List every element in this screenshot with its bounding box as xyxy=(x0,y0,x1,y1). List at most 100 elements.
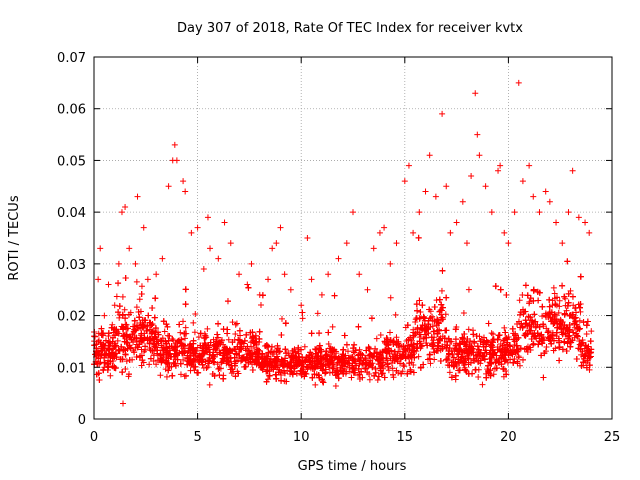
data-point xyxy=(190,319,197,326)
data-point xyxy=(404,322,411,329)
data-point xyxy=(383,341,390,348)
data-point xyxy=(257,301,264,308)
data-point xyxy=(237,332,244,339)
data-point xyxy=(448,374,455,381)
data-point xyxy=(564,302,571,309)
data-point xyxy=(359,360,366,367)
data-point xyxy=(410,369,417,376)
data-point xyxy=(371,372,378,379)
data-point xyxy=(550,337,557,344)
data-point xyxy=(559,282,566,289)
data-point xyxy=(238,339,245,346)
data-point xyxy=(532,333,539,340)
data-point xyxy=(119,293,126,300)
data-point xyxy=(514,342,521,349)
data-point xyxy=(414,307,421,314)
data-point xyxy=(273,375,280,382)
data-point xyxy=(266,368,273,375)
data-point xyxy=(151,314,158,321)
data-point xyxy=(206,381,213,388)
data-point xyxy=(186,356,193,363)
data-point xyxy=(545,335,552,342)
data-point xyxy=(381,374,388,381)
data-point xyxy=(202,332,209,339)
data-point xyxy=(116,348,123,355)
data-point xyxy=(346,354,353,361)
data-point xyxy=(384,355,391,362)
data-point xyxy=(267,358,274,365)
data-point xyxy=(266,359,273,366)
data-point xyxy=(229,339,236,346)
data-point xyxy=(555,309,562,316)
data-point xyxy=(337,364,344,371)
data-point xyxy=(431,349,438,356)
data-point xyxy=(165,363,172,370)
data-point xyxy=(517,324,524,331)
data-point xyxy=(464,355,471,362)
data-point xyxy=(566,322,573,329)
data-point xyxy=(549,331,556,338)
data-point xyxy=(387,294,394,301)
data-point xyxy=(153,325,160,332)
data-point xyxy=(122,315,129,322)
data-point xyxy=(123,358,130,365)
data-point xyxy=(281,367,288,374)
data-point xyxy=(588,353,595,360)
data-point xyxy=(541,350,548,357)
data-point xyxy=(195,369,202,376)
data-point xyxy=(439,304,446,311)
data-point xyxy=(99,330,106,337)
data-point xyxy=(377,331,384,338)
data-point xyxy=(580,359,587,366)
data-point xyxy=(570,314,577,321)
data-point xyxy=(116,314,123,321)
data-point xyxy=(354,352,361,359)
data-point xyxy=(126,357,133,364)
data-point xyxy=(539,303,546,310)
data-point xyxy=(244,343,251,350)
data-point xyxy=(344,360,351,367)
data-point xyxy=(126,371,133,378)
data-point xyxy=(298,368,305,375)
data-point xyxy=(124,340,131,347)
data-point xyxy=(583,330,590,337)
data-point xyxy=(334,359,341,366)
data-point xyxy=(419,322,426,329)
data-point xyxy=(343,341,350,348)
data-point xyxy=(235,336,242,343)
data-point xyxy=(157,372,164,379)
data-point xyxy=(187,341,194,348)
data-point xyxy=(220,375,227,382)
data-point xyxy=(510,359,517,366)
data-point xyxy=(569,311,576,318)
data-point xyxy=(563,348,570,355)
data-point xyxy=(406,360,413,367)
data-point xyxy=(264,376,271,383)
data-point xyxy=(316,330,323,337)
data-point xyxy=(366,376,373,383)
data-point xyxy=(414,324,421,331)
data-point xyxy=(463,343,470,350)
data-point xyxy=(224,354,231,361)
data-point xyxy=(133,322,140,329)
data-point xyxy=(460,358,467,365)
data-point xyxy=(405,342,412,349)
data-point xyxy=(565,335,572,342)
data-point xyxy=(233,358,240,365)
data-point xyxy=(243,331,250,338)
data-point xyxy=(198,359,205,366)
data-point xyxy=(413,314,420,321)
data-point xyxy=(224,298,231,305)
data-point xyxy=(385,367,392,374)
data-point xyxy=(268,364,275,371)
data-point xyxy=(553,294,560,301)
data-point xyxy=(346,364,353,371)
data-point xyxy=(268,343,275,350)
data-point xyxy=(457,341,464,348)
data-point xyxy=(586,362,593,369)
data-point xyxy=(536,289,543,296)
data-point xyxy=(307,365,314,372)
data-point xyxy=(204,364,211,371)
data-point xyxy=(171,346,178,353)
data-point xyxy=(471,338,478,345)
